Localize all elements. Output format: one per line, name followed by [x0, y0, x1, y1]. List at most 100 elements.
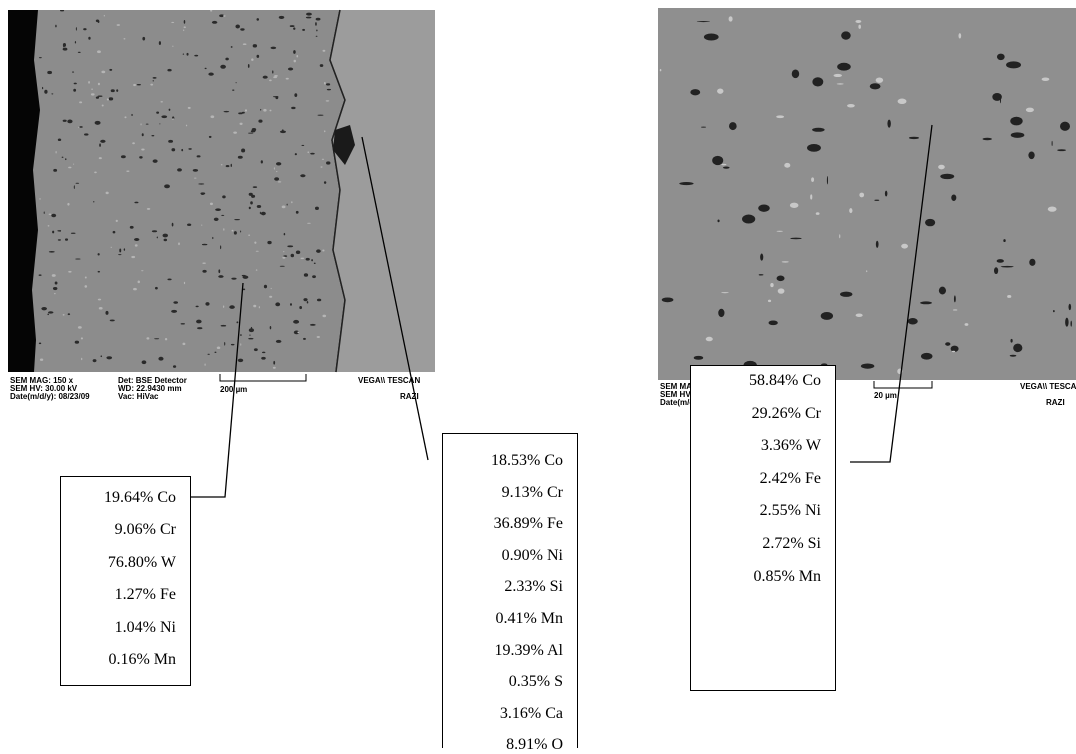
texture: [248, 337, 254, 340]
texture: [134, 244, 138, 247]
texture: [183, 19, 186, 24]
texture: [283, 232, 286, 236]
texture: [198, 183, 205, 185]
texture: [234, 219, 240, 221]
composition-row: 0.90% Ni: [501, 546, 563, 564]
texture: [322, 49, 326, 52]
texture: [221, 214, 225, 216]
texture: [717, 219, 720, 223]
texture: [791, 69, 800, 79]
texture: [44, 89, 48, 94]
texture: [129, 225, 134, 229]
texture: [315, 22, 317, 26]
texture: [141, 148, 145, 151]
texture: [145, 123, 149, 125]
texture: [768, 320, 778, 326]
composition-row: 0.85% Mn: [753, 567, 821, 585]
texture: [260, 211, 266, 216]
texture: [289, 25, 295, 28]
texture: [171, 118, 175, 120]
texture: [83, 28, 87, 31]
texture: [291, 106, 296, 110]
texture: [901, 243, 908, 249]
texture: [119, 248, 122, 253]
texture: [47, 225, 50, 227]
texture: [293, 59, 297, 63]
texture: [887, 119, 891, 128]
texture: [131, 255, 136, 259]
texture: [204, 363, 206, 366]
texture: [305, 16, 312, 19]
texture: [52, 230, 55, 234]
texture: [208, 135, 212, 138]
texture: [242, 288, 246, 291]
texture: [181, 148, 184, 152]
texture: [248, 132, 254, 134]
texture: [164, 338, 168, 341]
texture: [703, 33, 719, 41]
texture: [920, 301, 933, 305]
texture: [75, 258, 81, 260]
texture: [1051, 140, 1053, 147]
texture: [253, 348, 258, 352]
texture: [938, 286, 947, 295]
texture: [287, 245, 294, 248]
texture: [312, 275, 316, 279]
texture: [140, 123, 142, 126]
texture: [167, 68, 172, 72]
texture: [952, 309, 958, 311]
texture: [315, 35, 318, 37]
texture: [183, 281, 186, 285]
composition-row: 2.33% Si: [504, 578, 563, 596]
texture: [242, 43, 247, 46]
texture: [272, 366, 276, 369]
texture: [219, 14, 225, 18]
texture: [277, 181, 282, 183]
texture: [123, 38, 126, 40]
texture: [1000, 97, 1002, 104]
texture: [760, 253, 764, 261]
texture: [101, 104, 104, 107]
texture: [950, 345, 959, 352]
texture: [185, 124, 188, 127]
texture: [781, 261, 789, 263]
texture: [812, 127, 825, 132]
texture: [260, 108, 262, 111]
texture: [100, 355, 103, 358]
texture: [263, 284, 268, 289]
texture: [1047, 206, 1057, 212]
info-text: WD: 22.9430 mm: [118, 384, 182, 393]
composition-row: 0.16% Mn: [108, 651, 176, 668]
texture: [310, 152, 315, 155]
texture: [258, 306, 260, 309]
texture: [275, 339, 282, 343]
texture: [77, 326, 82, 329]
texture: [51, 274, 56, 277]
texture: [178, 242, 180, 246]
texture: [172, 365, 177, 368]
texture: [220, 164, 223, 166]
texture: [156, 111, 160, 114]
texture: [260, 160, 263, 164]
texture: [187, 223, 192, 227]
texture: [920, 352, 933, 360]
texture: [847, 104, 855, 108]
texture: [251, 128, 257, 132]
texture: [210, 10, 213, 12]
texture: [296, 55, 299, 58]
texture: [91, 88, 93, 91]
texture: [718, 308, 725, 318]
texture: [154, 286, 158, 290]
texture: [62, 314, 65, 316]
texture: [47, 70, 53, 75]
texture: [62, 119, 67, 122]
texture: [222, 195, 226, 199]
texture: [146, 337, 150, 340]
texture: [320, 166, 323, 168]
texture: [297, 331, 300, 334]
texture: [241, 148, 246, 153]
texture: [293, 50, 296, 54]
texture: [156, 236, 158, 239]
texture: [833, 73, 842, 78]
texture: [196, 319, 202, 324]
